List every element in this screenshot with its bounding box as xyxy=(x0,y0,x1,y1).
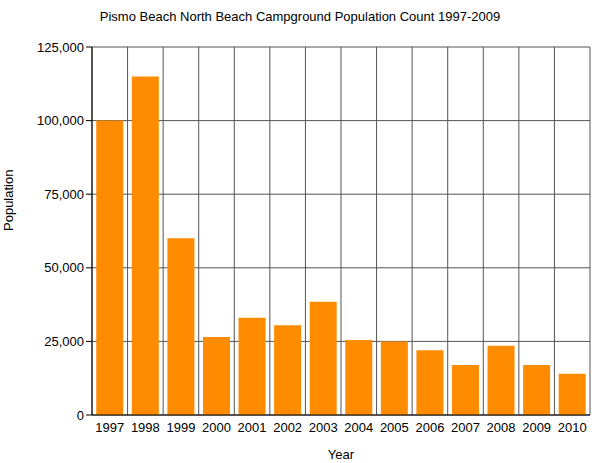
svg-text:2004: 2004 xyxy=(344,420,373,435)
svg-text:1997: 1997 xyxy=(95,420,124,435)
svg-text:100,000: 100,000 xyxy=(37,113,84,128)
svg-text:2007: 2007 xyxy=(451,420,480,435)
svg-text:Population: Population xyxy=(8,170,16,231)
svg-text:1998: 1998 xyxy=(131,420,160,435)
svg-text:1999: 1999 xyxy=(166,420,195,435)
svg-text:2003: 2003 xyxy=(309,420,338,435)
svg-text:2005: 2005 xyxy=(380,420,409,435)
svg-text:2001: 2001 xyxy=(238,420,267,435)
svg-text:2010: 2010 xyxy=(558,420,587,435)
svg-text:2006: 2006 xyxy=(415,420,444,435)
svg-text:2008: 2008 xyxy=(487,420,516,435)
svg-text:0: 0 xyxy=(77,408,84,423)
svg-text:Year: Year xyxy=(328,447,355,462)
svg-text:2002: 2002 xyxy=(273,420,302,435)
svg-text:75,000: 75,000 xyxy=(44,187,84,202)
html-text:Pismo Beach North Beach Campgr: Pismo Beach North Beach Campground Popul… xyxy=(99,9,501,24)
svg-text:50,000: 50,000 xyxy=(44,260,84,275)
svg-text:125,000: 125,000 xyxy=(37,40,84,55)
svg-text:2009: 2009 xyxy=(522,420,551,435)
svg-text:2000: 2000 xyxy=(202,420,231,435)
svg-text:25,000: 25,000 xyxy=(44,334,84,349)
